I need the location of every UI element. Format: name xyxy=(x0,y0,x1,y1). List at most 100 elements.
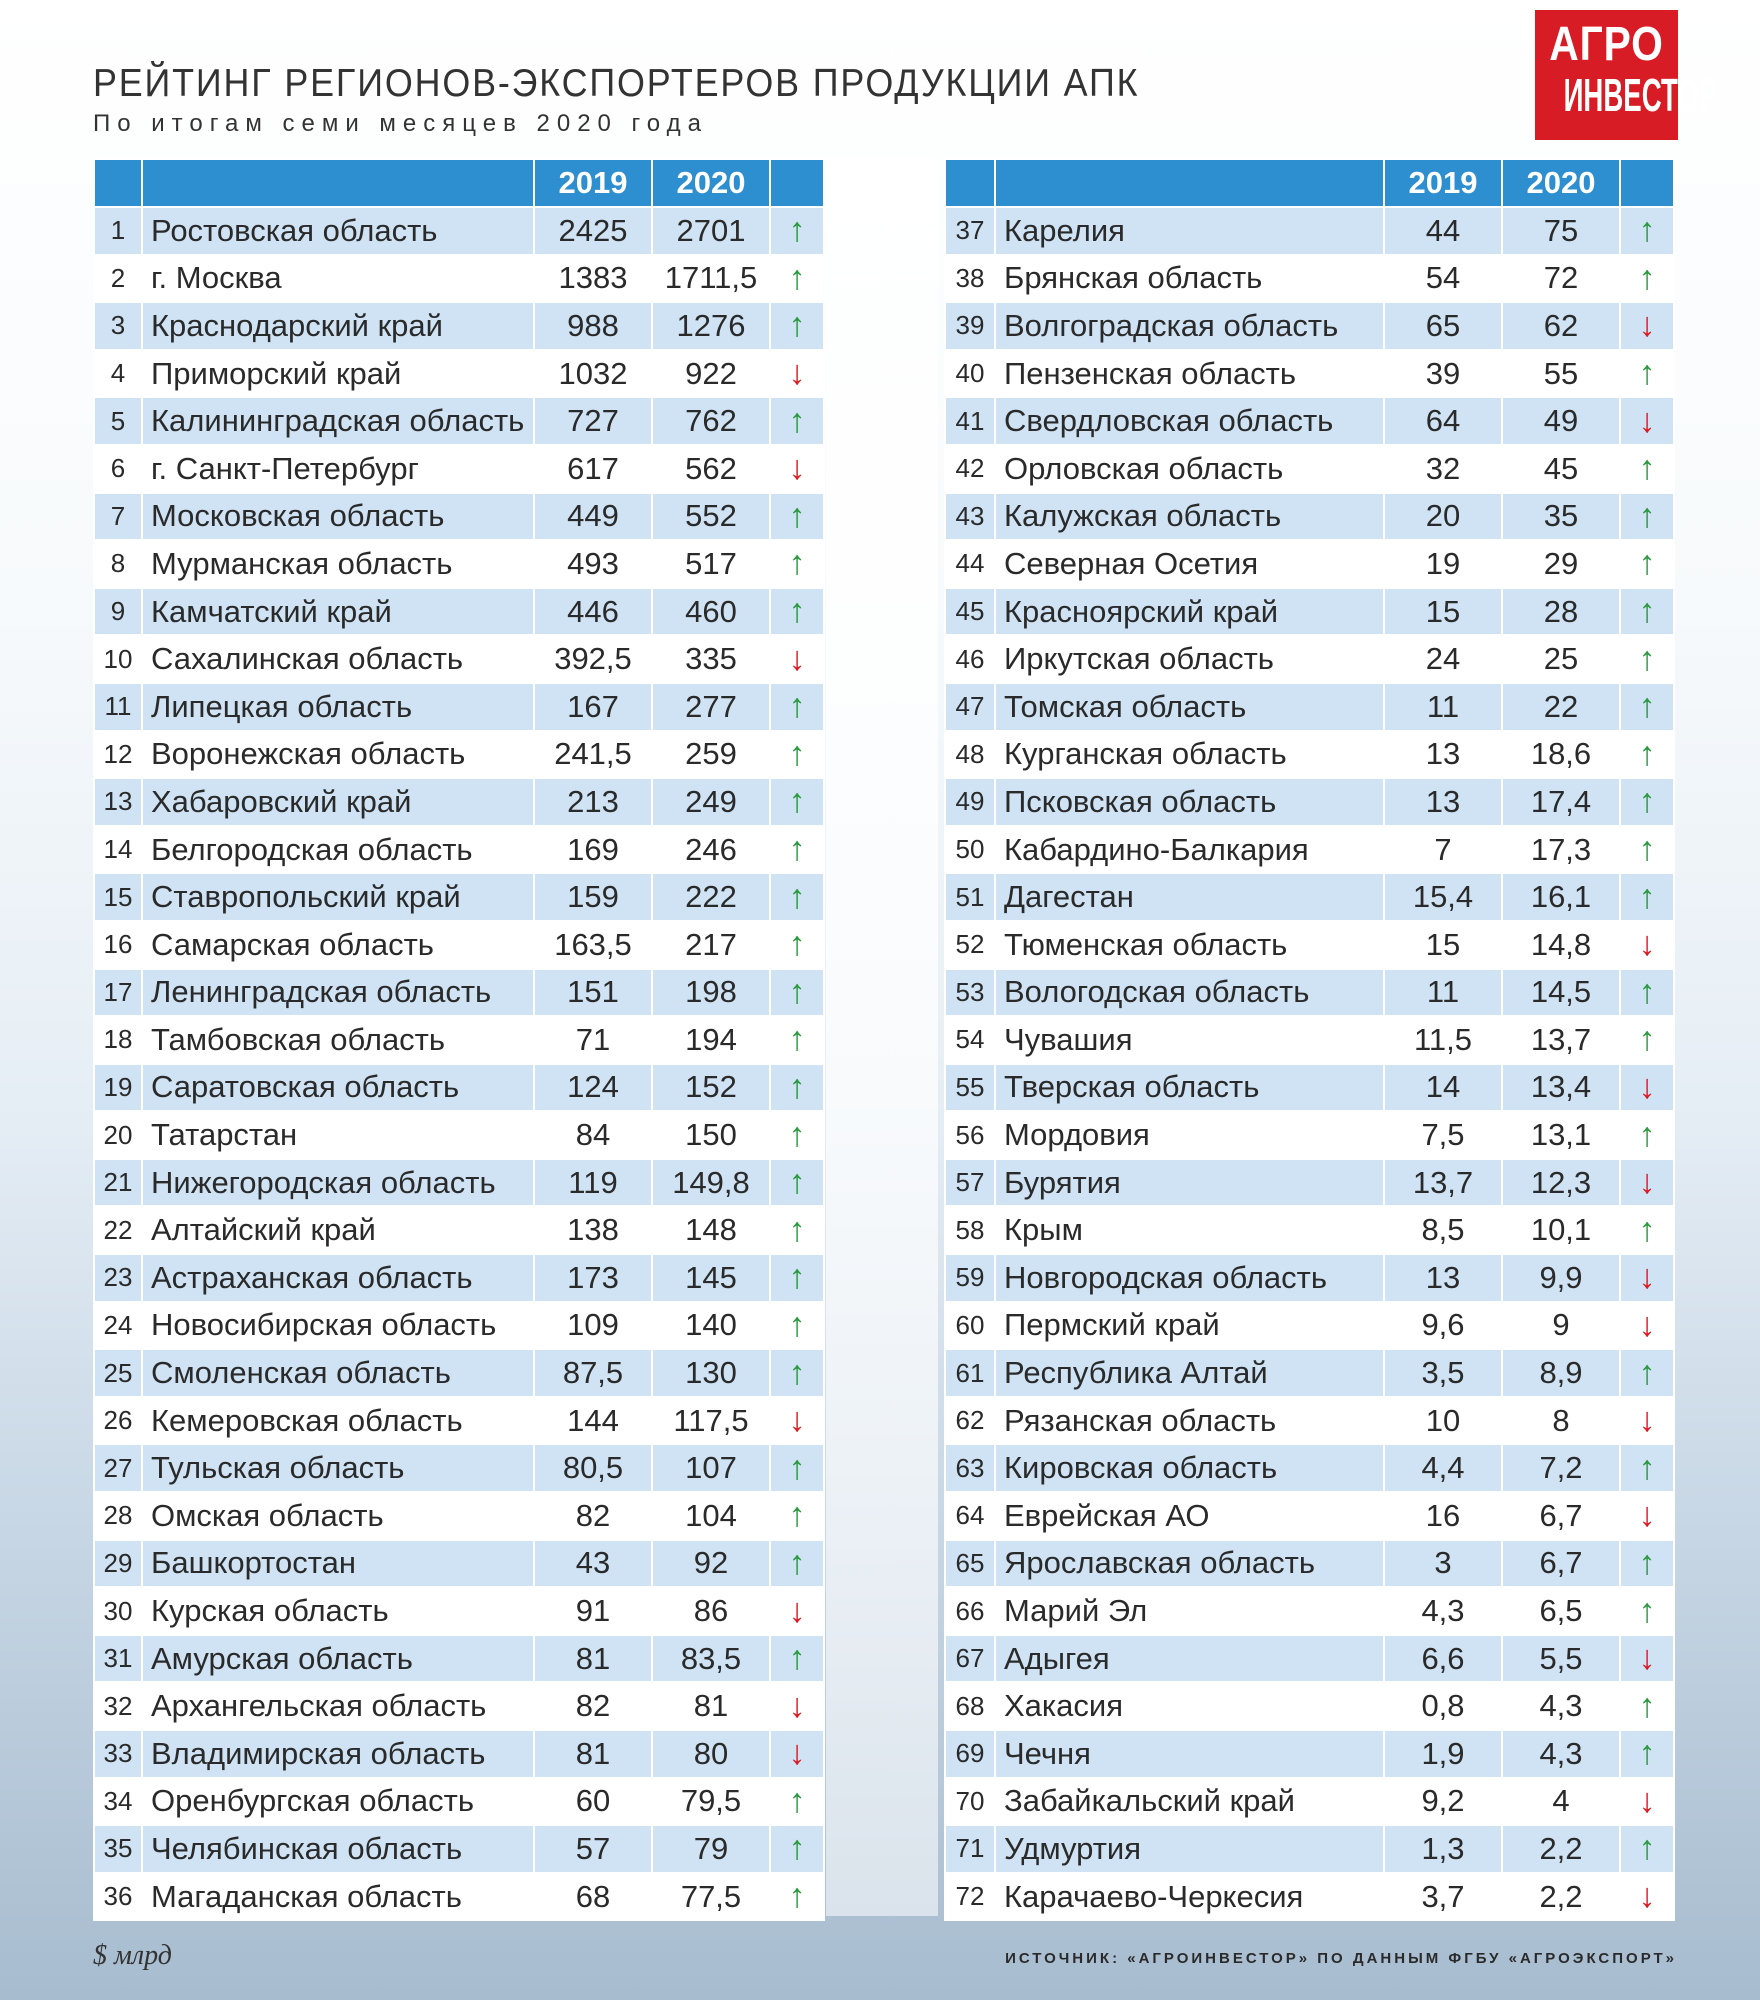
region-name: Курская область xyxy=(141,1586,535,1636)
value-2020: 217 xyxy=(651,919,771,970)
value-2019: 82 xyxy=(533,1681,653,1731)
value-2019: 213 xyxy=(533,777,653,827)
region-name: Красноярский край xyxy=(994,586,1385,637)
region-name: г. Санкт-Петербург xyxy=(141,443,535,494)
arrow-down-icon: ↓ xyxy=(769,1395,825,1446)
value-2020: 1276 xyxy=(651,301,771,351)
page-subtitle: По итогам семи месяцев 2020 года xyxy=(93,110,708,137)
ranking-rows-left: 1 Ростовская область 2425 2701 ↑ 2 г. Москва 13… xyxy=(93,206,825,1922)
value-2020: 552 xyxy=(651,491,771,542)
arrow-down-icon: ↓ xyxy=(1619,1871,1675,1922)
arrow-up-icon: ↑ xyxy=(769,1300,825,1351)
table-row: 68 Хакасия 0,8 4,3 ↑ xyxy=(944,1681,1675,1731)
arrow-up-icon: ↑ xyxy=(1619,1015,1675,1065)
value-2019: 1,9 xyxy=(1383,1729,1503,1779)
value-2020: 16,1 xyxy=(1501,872,1621,922)
rank-cell: 54 xyxy=(944,1015,996,1065)
value-2019: 4,3 xyxy=(1383,1586,1503,1636)
region-name: Тверская область xyxy=(994,1062,1385,1113)
rank-cell: 40 xyxy=(944,348,996,399)
value-2019: 617 xyxy=(533,443,653,494)
table-row: 18 Тамбовская область 71 194 ↑ xyxy=(93,1015,825,1065)
value-2020: 62 xyxy=(1501,301,1621,351)
arrow-up-icon: ↑ xyxy=(769,1110,825,1160)
table-row: 12 Воронежская область 241,5 259 ↑ xyxy=(93,729,825,780)
region-name: Марий Эл xyxy=(994,1586,1385,1636)
arrow-up-icon: ↑ xyxy=(1619,729,1675,780)
source-note: ИСТОЧНИК: «АГРОИНВЕСТОР» ПО ДАННЫМ ФГБУ … xyxy=(1005,1950,1677,1967)
value-2019: 4,4 xyxy=(1383,1443,1503,1494)
value-2019: 109 xyxy=(533,1300,653,1351)
value-2019: 81 xyxy=(533,1729,653,1779)
value-2020: 13,1 xyxy=(1501,1110,1621,1160)
value-2020: 92 xyxy=(651,1538,771,1589)
table-row: 31 Амурская область 81 83,5 ↑ xyxy=(93,1633,825,1684)
rank-cell: 38 xyxy=(944,253,996,304)
arrow-up-icon: ↑ xyxy=(1619,253,1675,304)
value-2019: 7,5 xyxy=(1383,1110,1503,1160)
value-2019: 20 xyxy=(1383,491,1503,542)
region-name: Карелия xyxy=(994,206,1385,256)
rank-cell: 10 xyxy=(93,634,143,684)
value-2020: 145 xyxy=(651,1253,771,1303)
region-name: Омская область xyxy=(141,1491,535,1541)
table-row: 35 Челябинская область 57 79 ↑ xyxy=(93,1824,825,1874)
value-2020: 6,5 xyxy=(1501,1586,1621,1636)
rank-cell: 65 xyxy=(944,1538,996,1589)
table-row: 50 Кабардино-Балкария 7 17,3 ↑ xyxy=(944,824,1675,875)
rank-header xyxy=(944,158,996,208)
rank-cell: 71 xyxy=(944,1824,996,1874)
region-header xyxy=(994,158,1385,208)
region-name: Орловская область xyxy=(994,443,1385,494)
value-2020: 83,5 xyxy=(651,1633,771,1684)
region-name: Астраханская область xyxy=(141,1253,535,1303)
value-2020: 4 xyxy=(1501,1776,1621,1827)
region-name: Ленинградская область xyxy=(141,967,535,1018)
rank-cell: 23 xyxy=(93,1253,143,1303)
table-row: 10 Сахалинская область 392,5 335 ↓ xyxy=(93,634,825,684)
region-name: Мурманская область xyxy=(141,539,535,589)
rank-cell: 68 xyxy=(944,1681,996,1731)
value-2019: 16 xyxy=(1383,1491,1503,1541)
value-2020: 79 xyxy=(651,1824,771,1874)
value-2019: 151 xyxy=(533,967,653,1018)
arrow-down-icon: ↓ xyxy=(1619,1062,1675,1113)
rank-cell: 4 xyxy=(93,348,143,399)
value-2019: 24 xyxy=(1383,634,1503,684)
arrow-up-icon: ↑ xyxy=(769,967,825,1018)
rank-cell: 60 xyxy=(944,1300,996,1351)
arrow-down-icon: ↓ xyxy=(769,634,825,684)
value-2019: 1383 xyxy=(533,253,653,304)
rank-cell: 56 xyxy=(944,1110,996,1160)
value-2019: 392,5 xyxy=(533,634,653,684)
table-row: 47 Томская область 11 22 ↑ xyxy=(944,681,1675,732)
value-2019: 7 xyxy=(1383,824,1503,875)
table-row: 33 Владимирская область 81 80 ↓ xyxy=(93,1729,825,1779)
region-name: Кабардино-Балкария xyxy=(994,824,1385,875)
region-name: Липецкая область xyxy=(141,681,535,732)
region-name: Тюменская область xyxy=(994,919,1385,970)
arrow-up-icon: ↑ xyxy=(769,491,825,542)
table-row: 1 Ростовская область 2425 2701 ↑ xyxy=(93,206,825,256)
rank-cell: 64 xyxy=(944,1491,996,1541)
region-name: Вологодская область xyxy=(994,967,1385,1018)
region-name: Мордовия xyxy=(994,1110,1385,1160)
region-name: Саратовская область xyxy=(141,1062,535,1113)
value-2020: 335 xyxy=(651,634,771,684)
value-2020: 104 xyxy=(651,1491,771,1541)
region-name: Волгоградская область xyxy=(994,301,1385,351)
rank-cell: 61 xyxy=(944,1348,996,1398)
table-row: 45 Красноярский край 15 28 ↑ xyxy=(944,586,1675,637)
value-2019: 988 xyxy=(533,301,653,351)
value-2019: 15,4 xyxy=(1383,872,1503,922)
arrow-up-icon: ↑ xyxy=(769,253,825,304)
value-2020: 75 xyxy=(1501,206,1621,256)
value-2019: 13 xyxy=(1383,1253,1503,1303)
table-row: 29 Башкортостан 43 92 ↑ xyxy=(93,1538,825,1589)
value-2019: 91 xyxy=(533,1586,653,1636)
table-row: 58 Крым 8,5 10,1 ↑ xyxy=(944,1205,1675,1256)
value-2019: 9,2 xyxy=(1383,1776,1503,1827)
value-2019: 19 xyxy=(1383,539,1503,589)
value-2020: 86 xyxy=(651,1586,771,1636)
table-row: 55 Тверская область 14 13,4 ↓ xyxy=(944,1062,1675,1113)
